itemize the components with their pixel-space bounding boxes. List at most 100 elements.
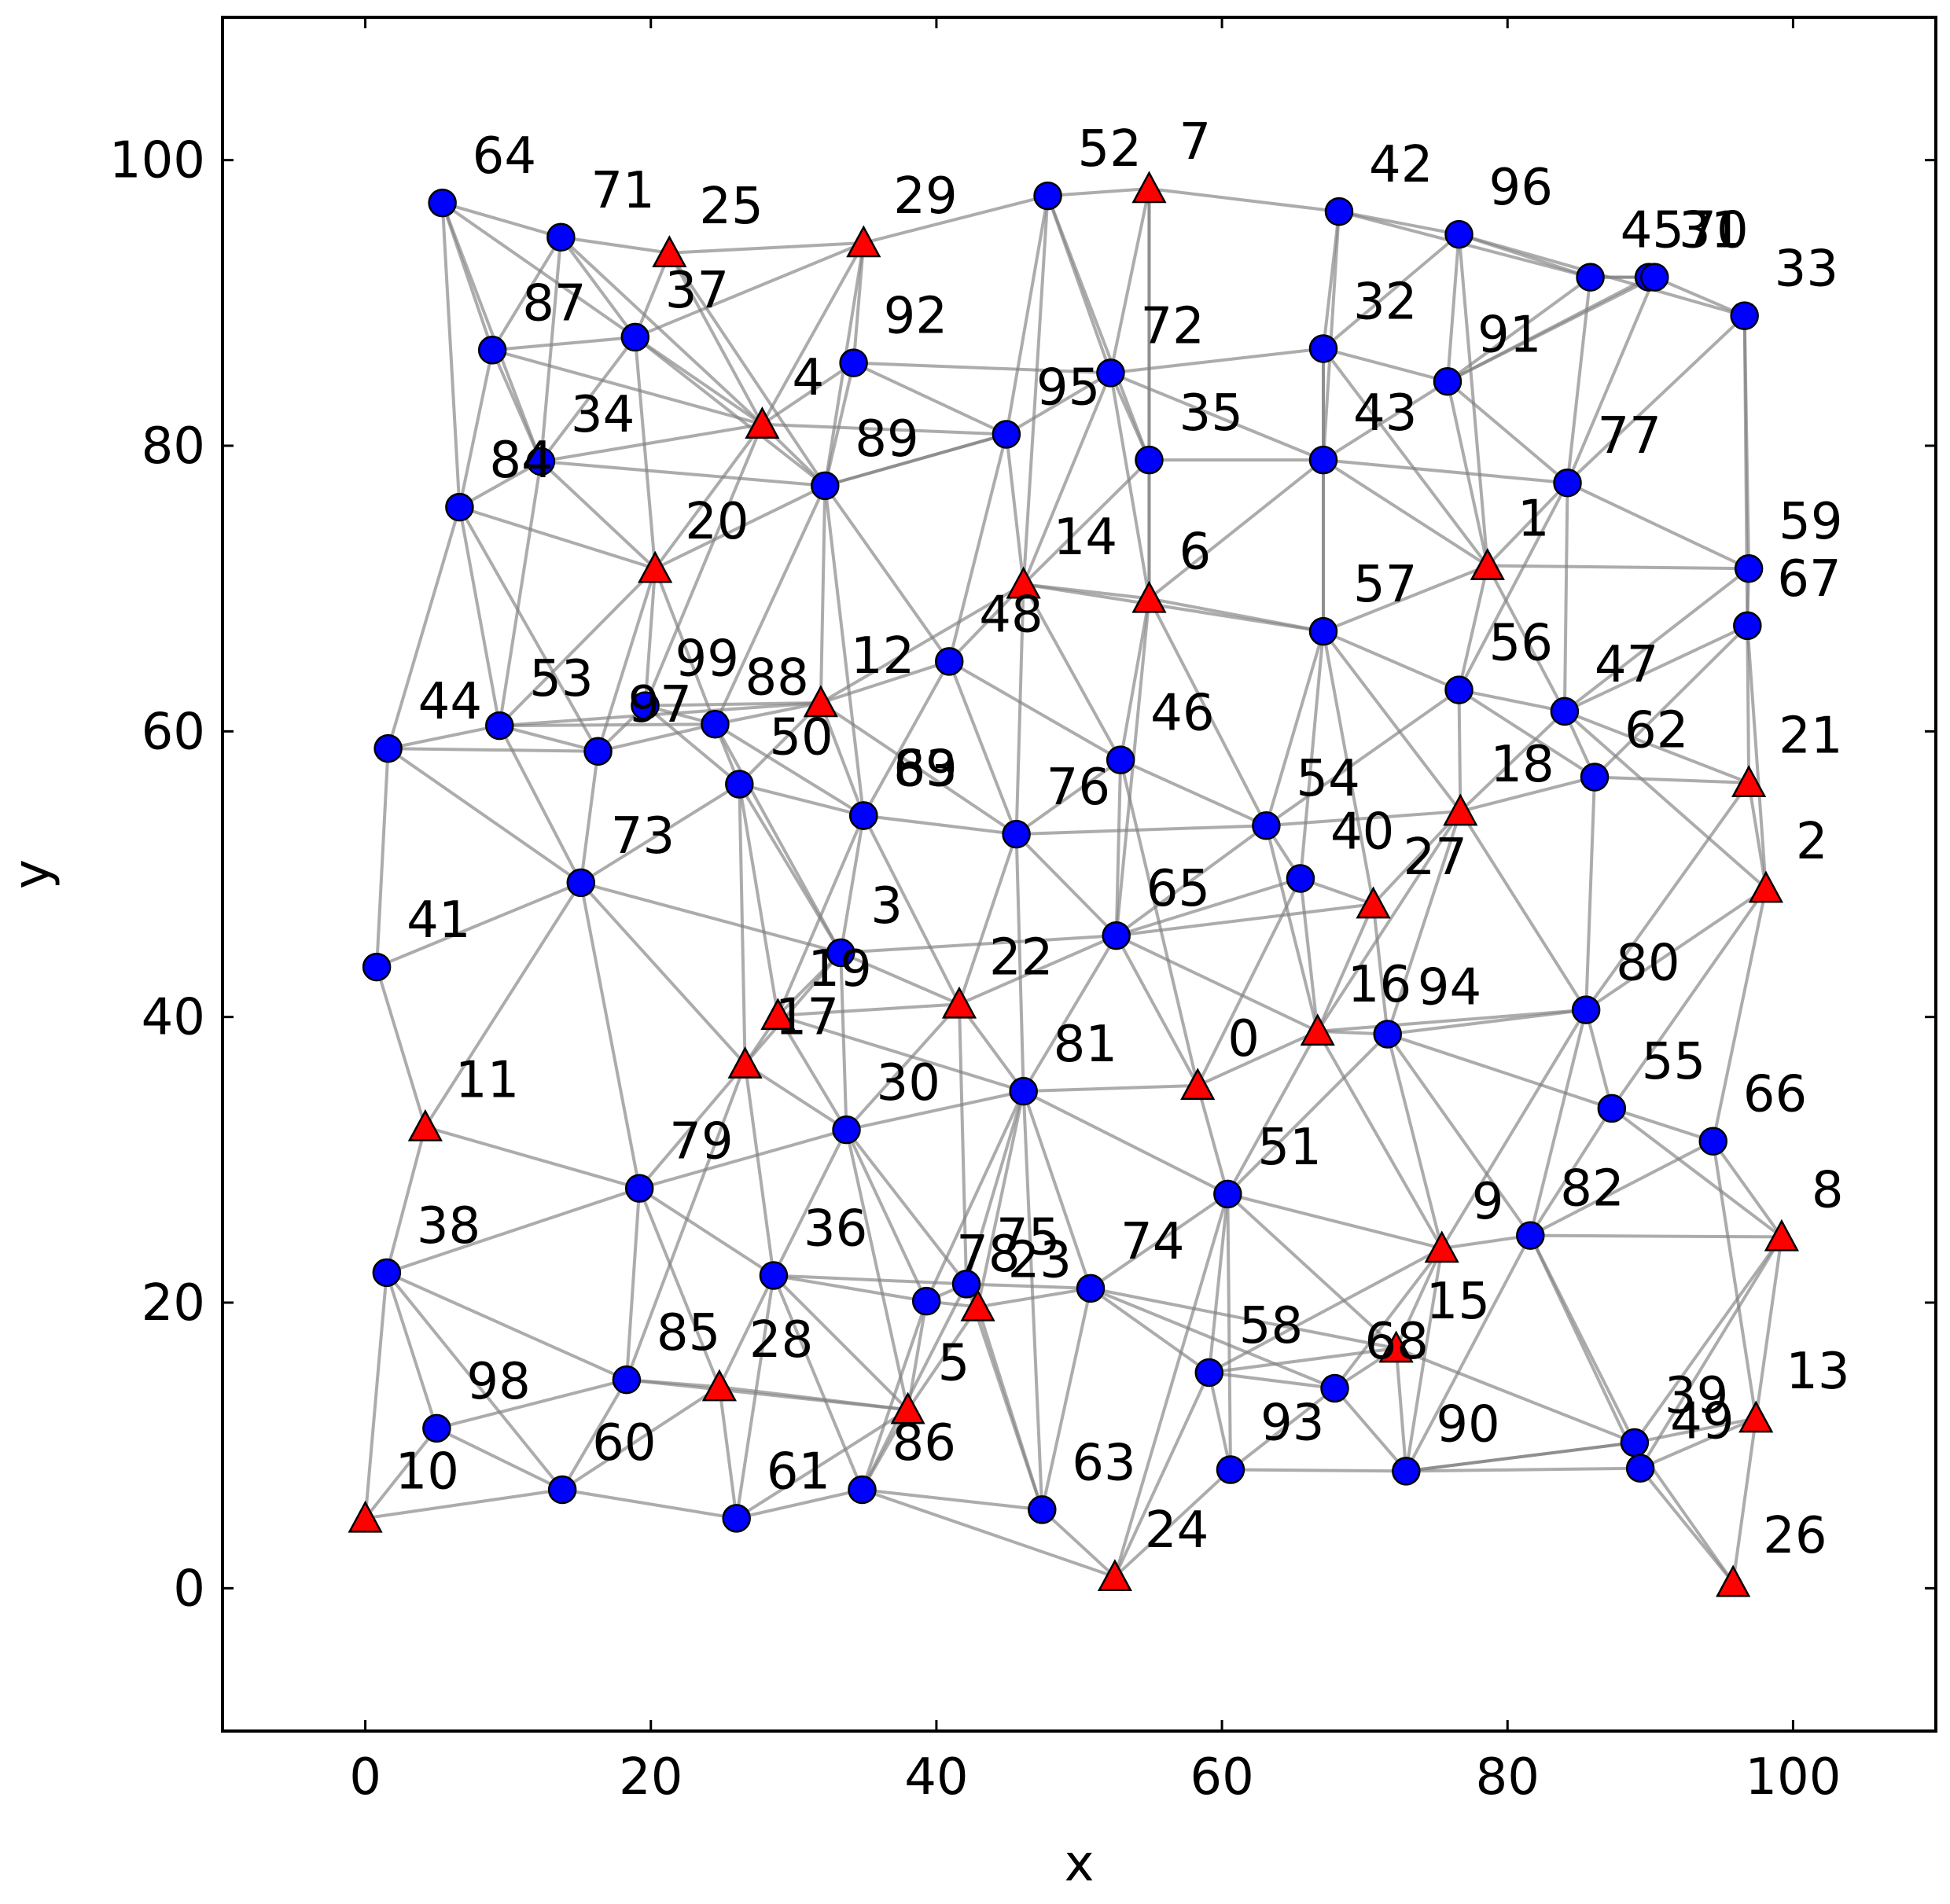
node-layer bbox=[348, 171, 1799, 1597]
edge-17-85 bbox=[625, 1063, 747, 1380]
node-97-circle bbox=[583, 737, 613, 766]
edge-70-77 bbox=[1566, 276, 1657, 484]
edge-29-37 bbox=[635, 241, 865, 339]
node-8-triangle bbox=[1764, 1218, 1799, 1252]
edge-51-9 bbox=[1227, 1192, 1443, 1250]
node-60-circle bbox=[547, 1475, 577, 1505]
node-label-96: 96 bbox=[1489, 159, 1553, 217]
edge-64-37 bbox=[441, 201, 636, 339]
edge-21-2 bbox=[1747, 782, 1768, 889]
edge-18-80 bbox=[1459, 810, 1588, 1011]
edge-69-76 bbox=[863, 814, 1017, 836]
node-label-37: 37 bbox=[665, 262, 729, 320]
node-label-55: 55 bbox=[1642, 1033, 1705, 1091]
edge-67-21 bbox=[1746, 625, 1751, 783]
node-37-circle bbox=[620, 322, 650, 352]
edge-58-15 bbox=[1209, 1347, 1396, 1375]
edge-57-56 bbox=[1323, 630, 1460, 692]
node-56-circle bbox=[1444, 675, 1474, 704]
edge-67-47 bbox=[1564, 624, 1749, 713]
edge-3-30 bbox=[839, 952, 848, 1130]
edge-65-16 bbox=[1115, 934, 1319, 1033]
edge-8-39 bbox=[1633, 1236, 1783, 1444]
edge-50-19 bbox=[738, 784, 780, 1016]
node-84-circle bbox=[445, 492, 474, 522]
edge-93-90 bbox=[1230, 1468, 1407, 1473]
node-22-triangle bbox=[941, 986, 977, 1019]
edge-82-90 bbox=[1404, 1234, 1532, 1472]
edge-64-84 bbox=[440, 203, 462, 508]
edge-86-24 bbox=[861, 1488, 1116, 1579]
edge-89-48 bbox=[823, 484, 951, 663]
edge-71-87 bbox=[491, 236, 563, 351]
edge-51-15 bbox=[1226, 1193, 1397, 1350]
edge-34-4 bbox=[540, 422, 763, 463]
edge-74-63 bbox=[1040, 1288, 1092, 1510]
edge-38-98 bbox=[384, 1272, 439, 1429]
edge-73-79 bbox=[579, 882, 642, 1189]
edge-38-85 bbox=[386, 1271, 627, 1381]
edge-79-85 bbox=[624, 1188, 642, 1380]
node-75-circle bbox=[951, 1270, 981, 1299]
node-92-circle bbox=[839, 348, 868, 377]
edge-80-9 bbox=[1440, 1009, 1588, 1250]
node-6-triangle bbox=[1131, 580, 1167, 613]
edge-61-86 bbox=[736, 1488, 863, 1520]
edge-89-69 bbox=[823, 485, 866, 816]
edge-72-32 bbox=[1110, 347, 1324, 375]
node-label-49: 49 bbox=[1670, 1393, 1734, 1451]
node-70-circle bbox=[1640, 263, 1669, 292]
node-16-triangle bbox=[1300, 1013, 1335, 1046]
node-label-64: 64 bbox=[473, 127, 536, 186]
edge-12-69 bbox=[819, 702, 866, 817]
edge-37-4 bbox=[634, 336, 763, 426]
node-label-31: 31 bbox=[1679, 202, 1742, 260]
edge-74-15 bbox=[1090, 1286, 1397, 1351]
edge-59-47 bbox=[1563, 567, 1750, 713]
node-label-57: 57 bbox=[1353, 556, 1417, 614]
edge-91-1 bbox=[1446, 380, 1489, 567]
node-94-circle bbox=[1373, 1020, 1402, 1049]
edge-64-34 bbox=[440, 202, 543, 462]
edge-41-73 bbox=[376, 881, 582, 969]
node-label-10: 10 bbox=[396, 1443, 459, 1501]
node-0-triangle bbox=[1180, 1068, 1216, 1101]
node-33-circle bbox=[1730, 301, 1759, 330]
edge-40-65 bbox=[1116, 877, 1301, 938]
node-label-79: 79 bbox=[669, 1113, 733, 1171]
node-32-circle bbox=[1308, 334, 1338, 363]
node-label-92: 92 bbox=[884, 288, 947, 346]
edge-24-93 bbox=[1113, 1468, 1232, 1579]
edge-33-77 bbox=[1566, 314, 1746, 484]
edge-0-16 bbox=[1197, 1030, 1319, 1087]
edge-58-24 bbox=[1113, 1372, 1211, 1578]
node-label-81: 81 bbox=[1054, 1016, 1117, 1074]
node-label-29: 29 bbox=[893, 167, 957, 226]
edge-25-89 bbox=[668, 252, 826, 487]
node-label-53: 53 bbox=[529, 650, 593, 708]
edge-95-72 bbox=[1005, 371, 1112, 436]
edge-9-82 bbox=[1441, 1233, 1531, 1250]
edge-54-18 bbox=[1266, 810, 1461, 828]
edge-58-68 bbox=[1209, 1371, 1335, 1390]
edge-39-15 bbox=[1395, 1347, 1635, 1444]
edge-61-60 bbox=[561, 1488, 738, 1520]
edge-28-5 bbox=[719, 1385, 908, 1412]
edge-66-82 bbox=[1529, 1139, 1714, 1237]
edge-0-81 bbox=[1023, 1083, 1198, 1094]
node-label-42: 42 bbox=[1369, 136, 1433, 194]
node-19-triangle bbox=[760, 998, 796, 1031]
edge-43-1 bbox=[1322, 458, 1488, 568]
edge-17-30 bbox=[744, 1062, 848, 1131]
node-1-triangle bbox=[1470, 547, 1505, 580]
edge-30-79 bbox=[638, 1128, 848, 1190]
edge-20-99 bbox=[643, 568, 657, 706]
y-tick-label: 80 bbox=[142, 417, 205, 476]
node-label-44: 44 bbox=[418, 673, 482, 731]
edge-28-61 bbox=[717, 1386, 738, 1519]
node-label-15: 15 bbox=[1426, 1273, 1490, 1331]
edge-30-78 bbox=[844, 1129, 929, 1303]
edge-14-46 bbox=[1021, 583, 1122, 761]
